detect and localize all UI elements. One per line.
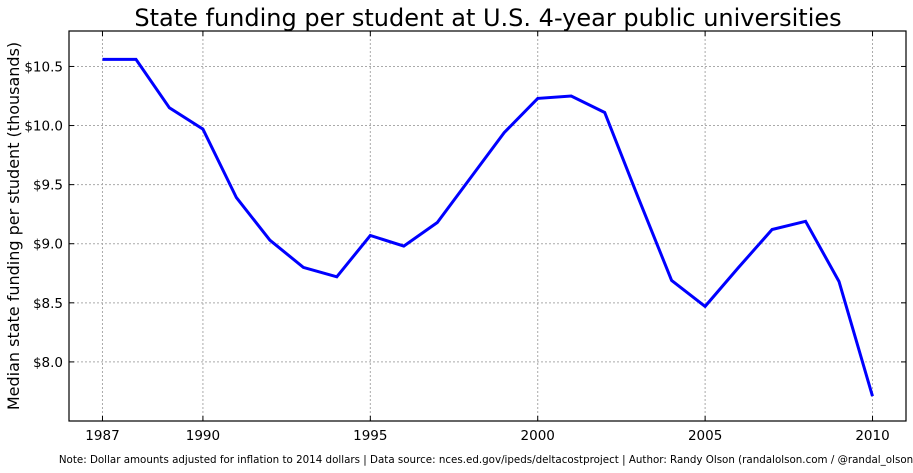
x-tick-label: 1990 [186, 428, 220, 444]
y-tick-label: $8.0 [33, 355, 63, 371]
y-tick-label: $8.5 [33, 296, 63, 312]
y-tick-label: $10.0 [24, 119, 63, 135]
x-tick-label: 2005 [688, 428, 722, 444]
x-tick-label: 1987 [85, 428, 119, 444]
y-axis-label: Median state funding per student (thousa… [4, 42, 23, 410]
y-tick-label: $10.5 [24, 59, 63, 75]
y-tick-label: $9.5 [33, 178, 63, 194]
x-tick-label: 1995 [353, 428, 387, 444]
x-tick-label: 2000 [521, 428, 555, 444]
series-line [102, 57, 874, 397]
chart-title: State funding per student at U.S. 4-year… [134, 4, 841, 32]
ticks: 1987 1990 1995 2000 2005 2010 $8.0 $8.5 $9.0 $9.5… [24, 31, 906, 444]
footnote: Note: Dollar amounts adjusted for inflat… [59, 454, 913, 466]
plot-frame [68, 30, 907, 422]
x-tick-label: 2010 [855, 428, 889, 444]
y-tick-label: $9.0 [33, 237, 63, 253]
grid [69, 31, 906, 421]
